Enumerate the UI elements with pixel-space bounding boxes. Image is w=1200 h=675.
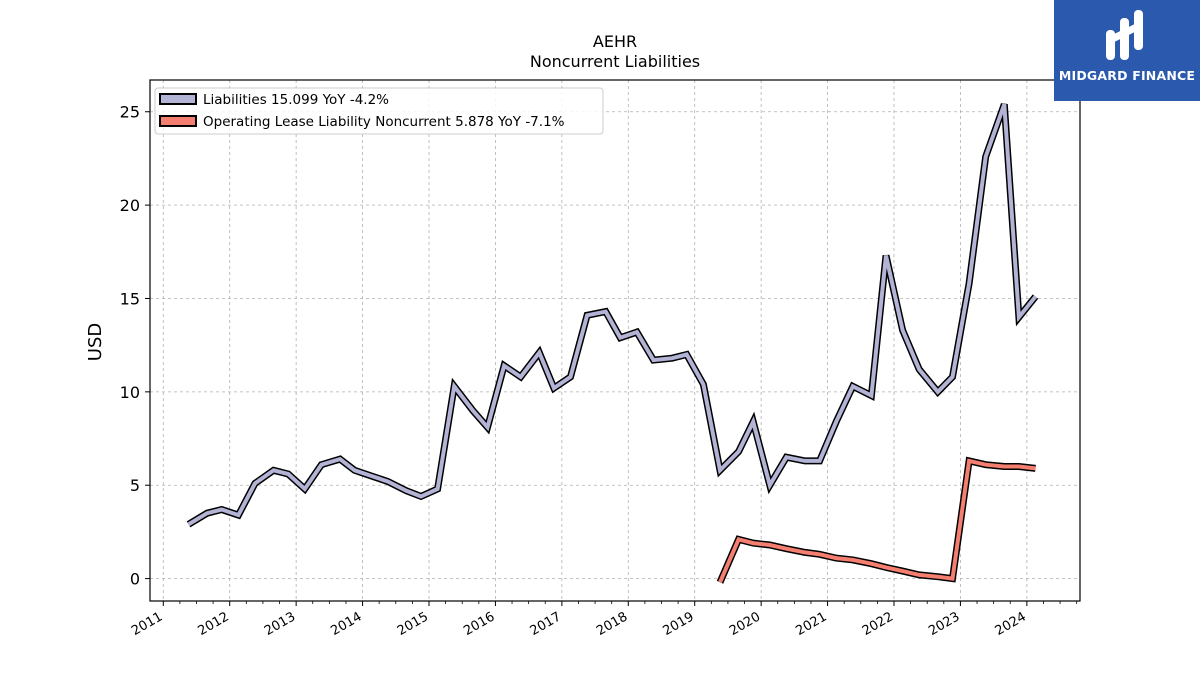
y-tick-label: 5 xyxy=(130,476,140,495)
midgard-finance-logo: MIDGARD FINANCE xyxy=(1054,0,1200,101)
axis-ticks: 0 5 10 15 20 25 2011 2012 2013 2014 2015 2016 2017 20… xyxy=(120,103,1078,639)
x-tick-label: 2022 xyxy=(860,609,896,639)
x-tick-label: 2018 xyxy=(594,609,630,639)
plot-frame xyxy=(149,79,1081,602)
chart-subtitle: Noncurrent Liabilities xyxy=(530,52,700,71)
legend-box xyxy=(154,87,604,135)
legend-label-operating-lease: Operating Lease Liability Noncurrent 5.8… xyxy=(203,114,565,130)
series-outline-0 xyxy=(186,103,1039,528)
x-tick-label: 2013 xyxy=(262,609,298,639)
y-tick-label: 25 xyxy=(120,103,140,122)
y-tick-label: 0 xyxy=(130,570,140,589)
legend-swatch-liabilities xyxy=(159,93,197,105)
series-line-1 xyxy=(718,458,1036,584)
x-tick-label: 2014 xyxy=(328,609,364,639)
legend-swatch-operating-lease xyxy=(159,115,197,127)
x-tick-label: 2011 xyxy=(129,609,165,639)
x-tick-label: 2017 xyxy=(528,609,564,639)
legend: Liabilities 15.099 YoY -4.2% Operating L… xyxy=(154,87,604,135)
logo-text: MIDGARD FINANCE xyxy=(1058,68,1196,83)
x-tick-label: 2012 xyxy=(196,609,232,639)
x-tick-label: 2019 xyxy=(661,609,697,639)
series-line-0 xyxy=(187,103,1038,527)
x-tick-label: 2023 xyxy=(926,609,962,639)
y-tick-label: 10 xyxy=(120,383,140,402)
plot-lines xyxy=(186,103,1039,584)
chart-title: AEHR xyxy=(593,32,637,51)
x-tick-label: 2015 xyxy=(395,609,431,639)
x-tick-label: 2024 xyxy=(993,609,1029,639)
logo-mark-icon xyxy=(1106,10,1143,60)
x-tick-label: 2016 xyxy=(461,609,497,639)
x-tick-label: 2020 xyxy=(727,609,763,639)
x-tick-label: 2021 xyxy=(793,609,829,639)
y-tick-label: 20 xyxy=(120,196,140,215)
y-axis-label: USD xyxy=(85,323,106,361)
grid xyxy=(150,80,1080,601)
legend-label-liabilities: Liabilities 15.099 YoY -4.2% xyxy=(203,92,389,108)
y-tick-label: 15 xyxy=(120,289,140,308)
